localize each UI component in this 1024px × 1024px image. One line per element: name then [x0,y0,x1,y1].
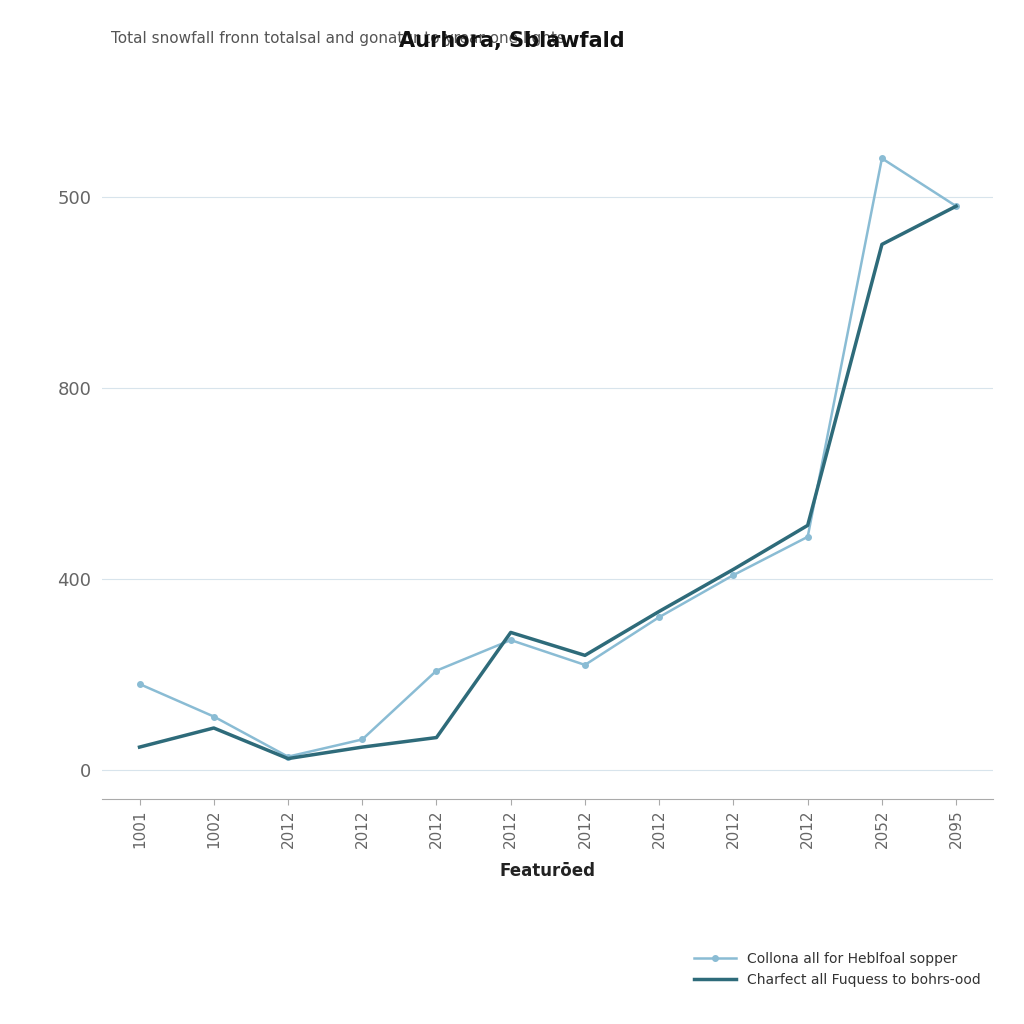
Charfect all Fuquess to bohrs-ood [430,731,442,743]
Line: Collona all for Heblfoal sopper: Collona all for Heblfoal sopper [137,156,958,760]
Collona all for Heblfoal sopper [579,658,591,671]
Collona all for Heblfoal sopper [282,751,294,763]
X-axis label: Featurōed: Featurōed [500,862,596,881]
Collona all for Heblfoal sopper [727,569,739,582]
Line: Charfect all Fuquess to bohrs-ood: Charfect all Fuquess to bohrs-ood [139,206,956,759]
Charfect all Fuquess to bohrs-ood [802,519,814,531]
Collona all for Heblfoal sopper [802,530,814,543]
Charfect all Fuquess to bohrs-ood [950,200,963,212]
Charfect all Fuquess to bohrs-ood [727,563,739,575]
Collona all for Heblfoal sopper [950,200,963,212]
Collona all for Heblfoal sopper [208,711,220,723]
Charfect all Fuquess to bohrs-ood [133,741,145,754]
Charfect all Fuquess to bohrs-ood [356,741,369,754]
Charfect all Fuquess to bohrs-ood [653,605,666,617]
Collona all for Heblfoal sopper [133,678,145,690]
Charfect all Fuquess to bohrs-ood [505,627,517,639]
Collona all for Heblfoal sopper [356,733,369,745]
Text: Aurhora, Sblawfald: Aurhora, Sblawfald [399,31,625,51]
Charfect all Fuquess to bohrs-ood [208,722,220,734]
Collona all for Heblfoal sopper [653,611,666,624]
Collona all for Heblfoal sopper [505,634,517,646]
Collona all for Heblfoal sopper [430,665,442,677]
Charfect all Fuquess to bohrs-ood [579,649,591,662]
Text: Total snowfall fronn totalsal and gonatur to yrear one lights: Total snowfall fronn totalsal and gonatu… [112,31,565,46]
Legend: Collona all for Heblfoal sopper, Charfect all Fuquess to bohrs-ood: Collona all for Heblfoal sopper, Charfec… [689,946,986,992]
Collona all for Heblfoal sopper [876,153,888,165]
Charfect all Fuquess to bohrs-ood [282,753,294,765]
Charfect all Fuquess to bohrs-ood [876,239,888,251]
